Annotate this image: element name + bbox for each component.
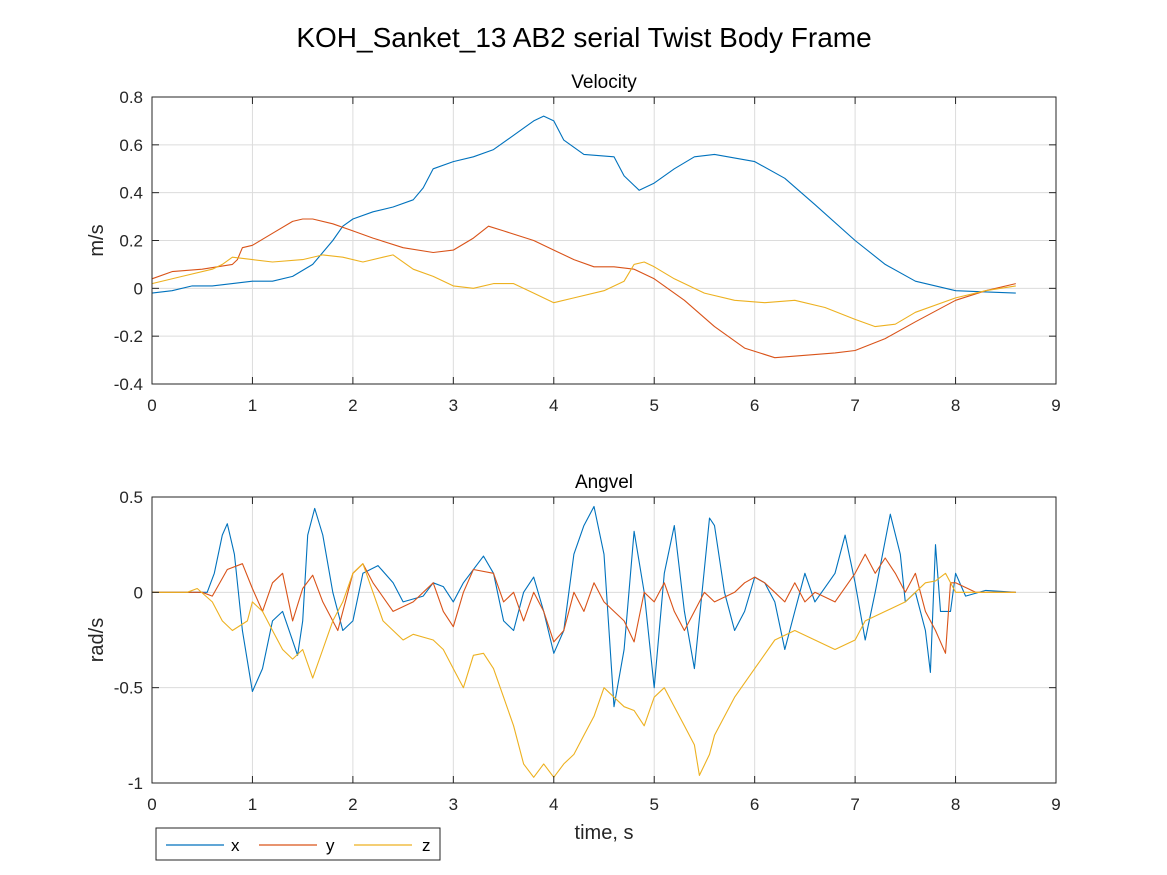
angvel-series-y: [152, 553, 1016, 654]
x-tick-label: 9: [1051, 396, 1060, 415]
x-tick-label: 1: [248, 396, 257, 415]
y-tick-label: 0.5: [119, 488, 143, 507]
angvel-title: Angvel: [575, 472, 633, 493]
y-tick-label: -1: [128, 774, 143, 793]
x-tick-label: 4: [549, 396, 558, 415]
angvel-series-z: [152, 563, 1016, 778]
angvel-series-x: [152, 505, 1016, 708]
angvel-series: [152, 505, 1016, 778]
legend: x y z: [155, 827, 441, 861]
velocity-series-x: [151, 115, 1016, 294]
x-tick-label: 7: [850, 795, 859, 814]
angvel-axes-frame: [151, 496, 1057, 784]
x-tick-label: 9: [1051, 795, 1060, 814]
y-tick-label: -0.4: [114, 375, 143, 394]
y-tick-label: 0: [134, 279, 143, 298]
legend-box: [155, 827, 441, 861]
x-tick-label: 2: [348, 396, 357, 415]
y-tick-label: -0.2: [114, 327, 143, 346]
x-tick-label: 6: [750, 396, 759, 415]
y-tick-label: 0.6: [119, 136, 143, 155]
y-tick-label: 0.8: [119, 88, 143, 107]
angvel-axes: 0 1 2 3 4 5 6 7 8 9 -1 -0.5 0 0.5 Angvel rad/s time, …: [86, 472, 1061, 844]
x-tick-label: 3: [449, 396, 458, 415]
x-tick-label: 2: [348, 795, 357, 814]
velocity-axes: 0 1 2 3 4 5 6 7 8 9 -0.4 -0.2 0 0.2 0.4 0.6 0.8 Velocity…: [86, 72, 1061, 415]
velocity-ticks: 0 1 2 3 4 5 6 7 8 9 -0.4 -0.2 0 0.2 0.4 0.6 0.8: [114, 88, 1061, 415]
angvel-grid: [151, 496, 1057, 784]
velocity-grid: [151, 96, 1057, 385]
angvel-ticks: 0 1 2 3 4 5 6 7 8 9 -1 -0.5 0 0.5: [114, 488, 1061, 814]
angvel-ylabel: rad/s: [86, 618, 108, 662]
x-tick-label: 0: [147, 795, 156, 814]
x-tick-label: 3: [449, 795, 458, 814]
velocity-series: [151, 115, 1016, 359]
x-tick-label: 0: [147, 396, 156, 415]
legend-label-y: y: [326, 836, 335, 855]
velocity-series-z: [151, 254, 1016, 328]
angvel-xlabel: time, s: [575, 822, 634, 844]
velocity-ylabel: m/s: [86, 224, 108, 256]
y-tick-label: 0.2: [119, 232, 143, 251]
x-tick-label: 4: [549, 795, 558, 814]
x-tick-label: 5: [649, 795, 658, 814]
figure-title: KOH_Sanket_13 AB2 serial Twist Body Fram…: [296, 22, 871, 53]
y-tick-label: 0.4: [119, 184, 143, 203]
y-tick-label: -0.5: [114, 679, 143, 698]
x-tick-label: 1: [248, 795, 257, 814]
x-tick-label: 6: [750, 795, 759, 814]
legend-label-z: z: [422, 836, 431, 855]
legend-label-x: x: [231, 836, 240, 855]
velocity-title: Velocity: [571, 72, 637, 93]
velocity-series-y: [151, 218, 1016, 359]
y-tick-label: 0: [134, 583, 143, 602]
x-tick-label: 7: [850, 396, 859, 415]
x-tick-label: 8: [951, 795, 960, 814]
x-tick-label: 8: [951, 396, 960, 415]
x-tick-label: 5: [649, 396, 658, 415]
